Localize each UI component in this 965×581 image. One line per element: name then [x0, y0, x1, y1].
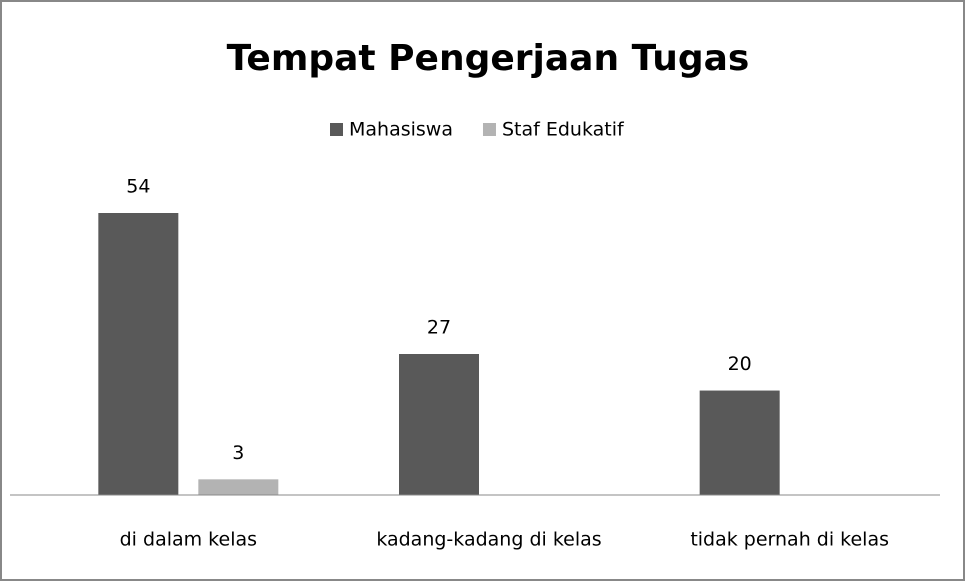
- legend-label: Mahasiswa: [349, 119, 453, 141]
- bar: [198, 479, 279, 495]
- data-label: 3: [232, 442, 244, 464]
- data-label: 27: [427, 317, 451, 339]
- data-label: 20: [728, 353, 752, 375]
- bar: [699, 390, 780, 495]
- bar: [98, 213, 179, 495]
- legend-swatch: [482, 123, 496, 136]
- data-label: 54: [126, 176, 150, 198]
- x-tick-label: di dalam kelas: [120, 529, 257, 551]
- x-tick-label: tidak pernah di kelas: [690, 529, 889, 551]
- legend-swatch: [330, 123, 343, 136]
- x-tick-label: kadang-kadang di kelas: [376, 529, 601, 551]
- legend-label: Staf Edukatif: [502, 119, 625, 141]
- chart-title: Tempat Pengerjaan Tugas: [227, 38, 750, 79]
- bar: [399, 354, 479, 495]
